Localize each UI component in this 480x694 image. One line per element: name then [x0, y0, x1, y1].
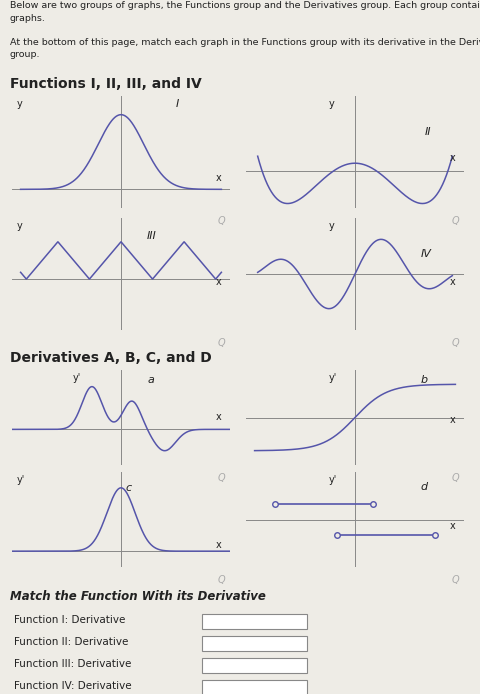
Text: Q: Q	[452, 575, 460, 585]
Text: x: x	[450, 415, 455, 425]
Text: x: x	[216, 278, 221, 287]
Text: Below are two groups of graphs, the Functions group and the Derivatives group. E: Below are two groups of graphs, the Func…	[10, 1, 480, 59]
Text: y: y	[329, 99, 335, 110]
Text: y': y'	[329, 475, 337, 485]
Text: Function II: Derivative: Function II: Derivative	[14, 637, 129, 647]
Text: y': y'	[73, 373, 81, 383]
Text: Function III: Derivative: Function III: Derivative	[14, 659, 132, 669]
Text: x: x	[216, 540, 221, 550]
Text: II: II	[425, 128, 431, 137]
Text: y: y	[329, 221, 335, 231]
Text: b: b	[420, 375, 428, 384]
FancyBboxPatch shape	[202, 658, 307, 672]
Text: y': y'	[16, 475, 24, 485]
Text: Match the Function With its Derivative: Match the Function With its Derivative	[10, 589, 265, 602]
Text: a: a	[147, 375, 154, 384]
Text: I: I	[176, 99, 179, 110]
Text: Q: Q	[218, 575, 226, 585]
Text: x: x	[450, 153, 455, 163]
Text: y: y	[16, 99, 22, 110]
Text: y: y	[16, 221, 22, 231]
Text: Function I: Derivative: Function I: Derivative	[14, 615, 126, 625]
Text: x: x	[450, 521, 455, 531]
Text: Q: Q	[218, 473, 226, 483]
Text: Function IV: Derivative: Function IV: Derivative	[14, 681, 132, 691]
Text: Q: Q	[452, 216, 460, 226]
Text: Functions I, II, III, and IV: Functions I, II, III, and IV	[10, 77, 201, 91]
FancyBboxPatch shape	[202, 680, 307, 694]
Text: y': y'	[329, 373, 337, 383]
Text: x: x	[450, 278, 455, 287]
Text: Q: Q	[218, 216, 226, 226]
Text: III: III	[147, 231, 157, 242]
Text: x: x	[216, 174, 221, 183]
Text: Derivatives A, B, C, and D: Derivatives A, B, C, and D	[10, 351, 211, 365]
Text: Q: Q	[452, 473, 460, 483]
FancyBboxPatch shape	[202, 636, 307, 651]
Text: Q: Q	[218, 338, 226, 348]
Text: d: d	[420, 482, 428, 491]
Text: c: c	[125, 484, 132, 493]
Text: x: x	[216, 412, 221, 422]
FancyBboxPatch shape	[202, 614, 307, 629]
Text: IV: IV	[420, 249, 431, 260]
Text: Q: Q	[452, 338, 460, 348]
